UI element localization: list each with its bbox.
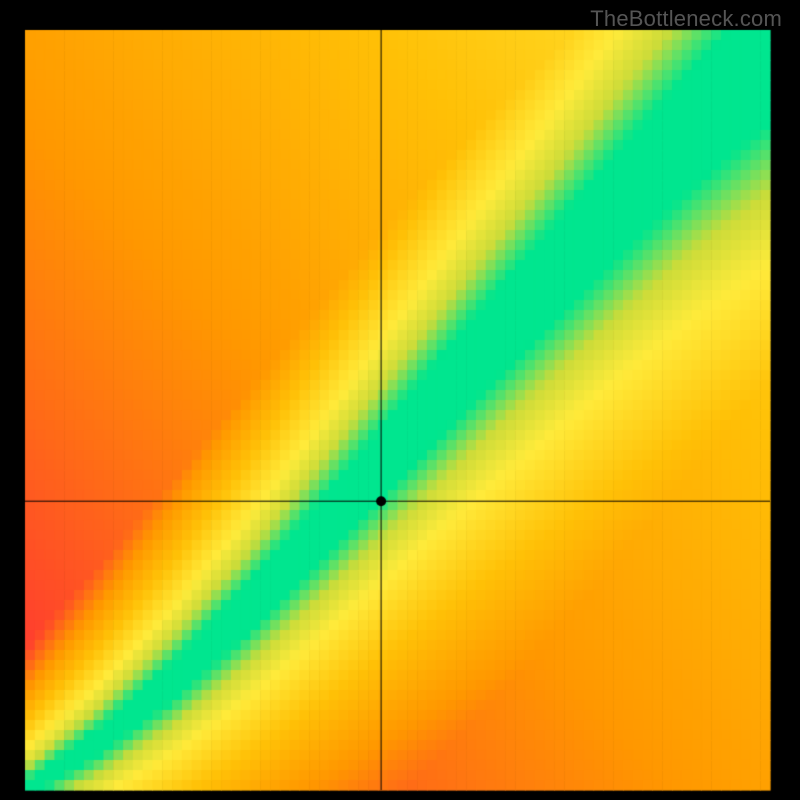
bottleneck-heatmap (0, 0, 800, 800)
watermark-text: TheBottleneck.com (590, 6, 782, 32)
